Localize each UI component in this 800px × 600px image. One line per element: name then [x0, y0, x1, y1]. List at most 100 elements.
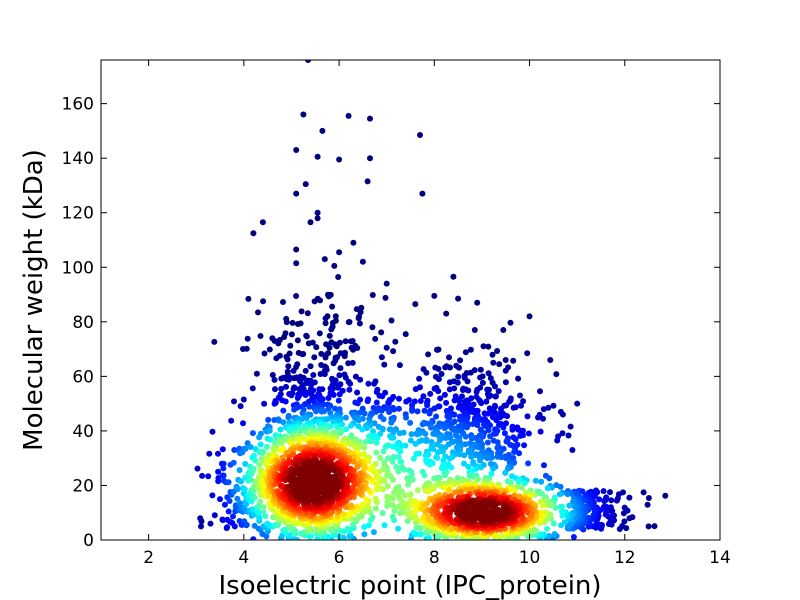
- data-point: [389, 513, 396, 520]
- data-point: [492, 403, 498, 410]
- x-axis-label: Isoelectric point (IPC_protein): [218, 571, 601, 600]
- data-point: [388, 434, 395, 441]
- data-point: [390, 348, 397, 355]
- data-point: [234, 486, 241, 493]
- y-tick-label: 60: [72, 367, 94, 387]
- data-point: [305, 60, 312, 63]
- data-point: [550, 402, 557, 409]
- data-point: [247, 444, 254, 450]
- data-point: [378, 407, 385, 414]
- data-point: [569, 447, 576, 453]
- data-point: [421, 407, 428, 414]
- data-point: [511, 449, 518, 455]
- data-point: [325, 395, 332, 401]
- data-point: [390, 453, 397, 460]
- data-point: [442, 472, 449, 479]
- data-point: [468, 435, 475, 442]
- data-point: [207, 520, 214, 527]
- data-point: [316, 330, 323, 337]
- data-point: [488, 470, 495, 477]
- data-point: [485, 370, 492, 377]
- data-point: [384, 483, 391, 490]
- data-point: [229, 520, 236, 526]
- data-point: [358, 304, 365, 311]
- data-point: [342, 414, 349, 421]
- data-point: [442, 364, 449, 371]
- data-point: [525, 430, 532, 437]
- data-point: [457, 357, 464, 364]
- data-point: [383, 280, 390, 287]
- data-point: [199, 472, 206, 479]
- data-point: [551, 531, 558, 537]
- data-point: [412, 386, 419, 393]
- data-point: [242, 460, 249, 467]
- data-point: [447, 364, 453, 371]
- data-point: [419, 421, 426, 428]
- data-point: [288, 331, 295, 338]
- data-point: [517, 432, 524, 439]
- data-point: [300, 111, 307, 118]
- data-point: [198, 523, 204, 530]
- data-point: [231, 398, 237, 405]
- data-point: [279, 446, 286, 453]
- data-point: [487, 433, 494, 440]
- data-point: [350, 346, 357, 353]
- data-point: [435, 376, 442, 383]
- data-point: [251, 452, 257, 459]
- data-point: [436, 474, 443, 481]
- data-point: [336, 391, 343, 398]
- data-point: [384, 493, 390, 500]
- data-point: [252, 457, 259, 464]
- data-point: [293, 293, 300, 299]
- data-point: [361, 531, 368, 538]
- data-point: [409, 407, 416, 414]
- data-point: [435, 388, 442, 395]
- data-point: [221, 501, 228, 508]
- data-point: [211, 338, 218, 345]
- data-point: [281, 334, 288, 340]
- data-point: [230, 513, 236, 520]
- data-point: [423, 369, 430, 376]
- data-point: [388, 317, 395, 324]
- data-point: [552, 504, 559, 511]
- data-point: [610, 512, 617, 519]
- data-point: [363, 496, 370, 503]
- data-point: [243, 345, 250, 352]
- data-point: [558, 522, 565, 529]
- data-point: [383, 344, 390, 351]
- data-point: [226, 498, 233, 504]
- data-point: [512, 436, 519, 443]
- data-point: [451, 397, 458, 404]
- data-point: [468, 453, 475, 460]
- data-point: [540, 406, 547, 413]
- data-point: [396, 430, 403, 437]
- data-point: [481, 410, 488, 417]
- data-point: [314, 536, 321, 540]
- data-point: [261, 350, 268, 357]
- data-point: [540, 502, 547, 509]
- data-point: [331, 262, 338, 269]
- data-point: [413, 507, 420, 514]
- data-point: [524, 350, 531, 357]
- data-point: [459, 387, 466, 393]
- data-point: [273, 355, 280, 362]
- data-point: [347, 338, 354, 345]
- data-point: [359, 258, 366, 265]
- data-point: [596, 496, 603, 503]
- x-axis-ticks: 2 4 6 8 10 12 14: [143, 60, 731, 568]
- data-point: [381, 361, 388, 368]
- data-point: [257, 498, 264, 505]
- data-point: [402, 492, 409, 499]
- data-point: [294, 321, 301, 327]
- data-point: [355, 315, 362, 322]
- data-point: [359, 451, 366, 458]
- data-point: [522, 489, 529, 496]
- data-point: [197, 515, 204, 522]
- data-point: [426, 534, 432, 540]
- data-point: [464, 424, 470, 431]
- data-point: [257, 441, 264, 448]
- data-point: [401, 466, 408, 473]
- data-point: [251, 494, 258, 501]
- data-point: [385, 400, 392, 407]
- data-point: [241, 486, 248, 493]
